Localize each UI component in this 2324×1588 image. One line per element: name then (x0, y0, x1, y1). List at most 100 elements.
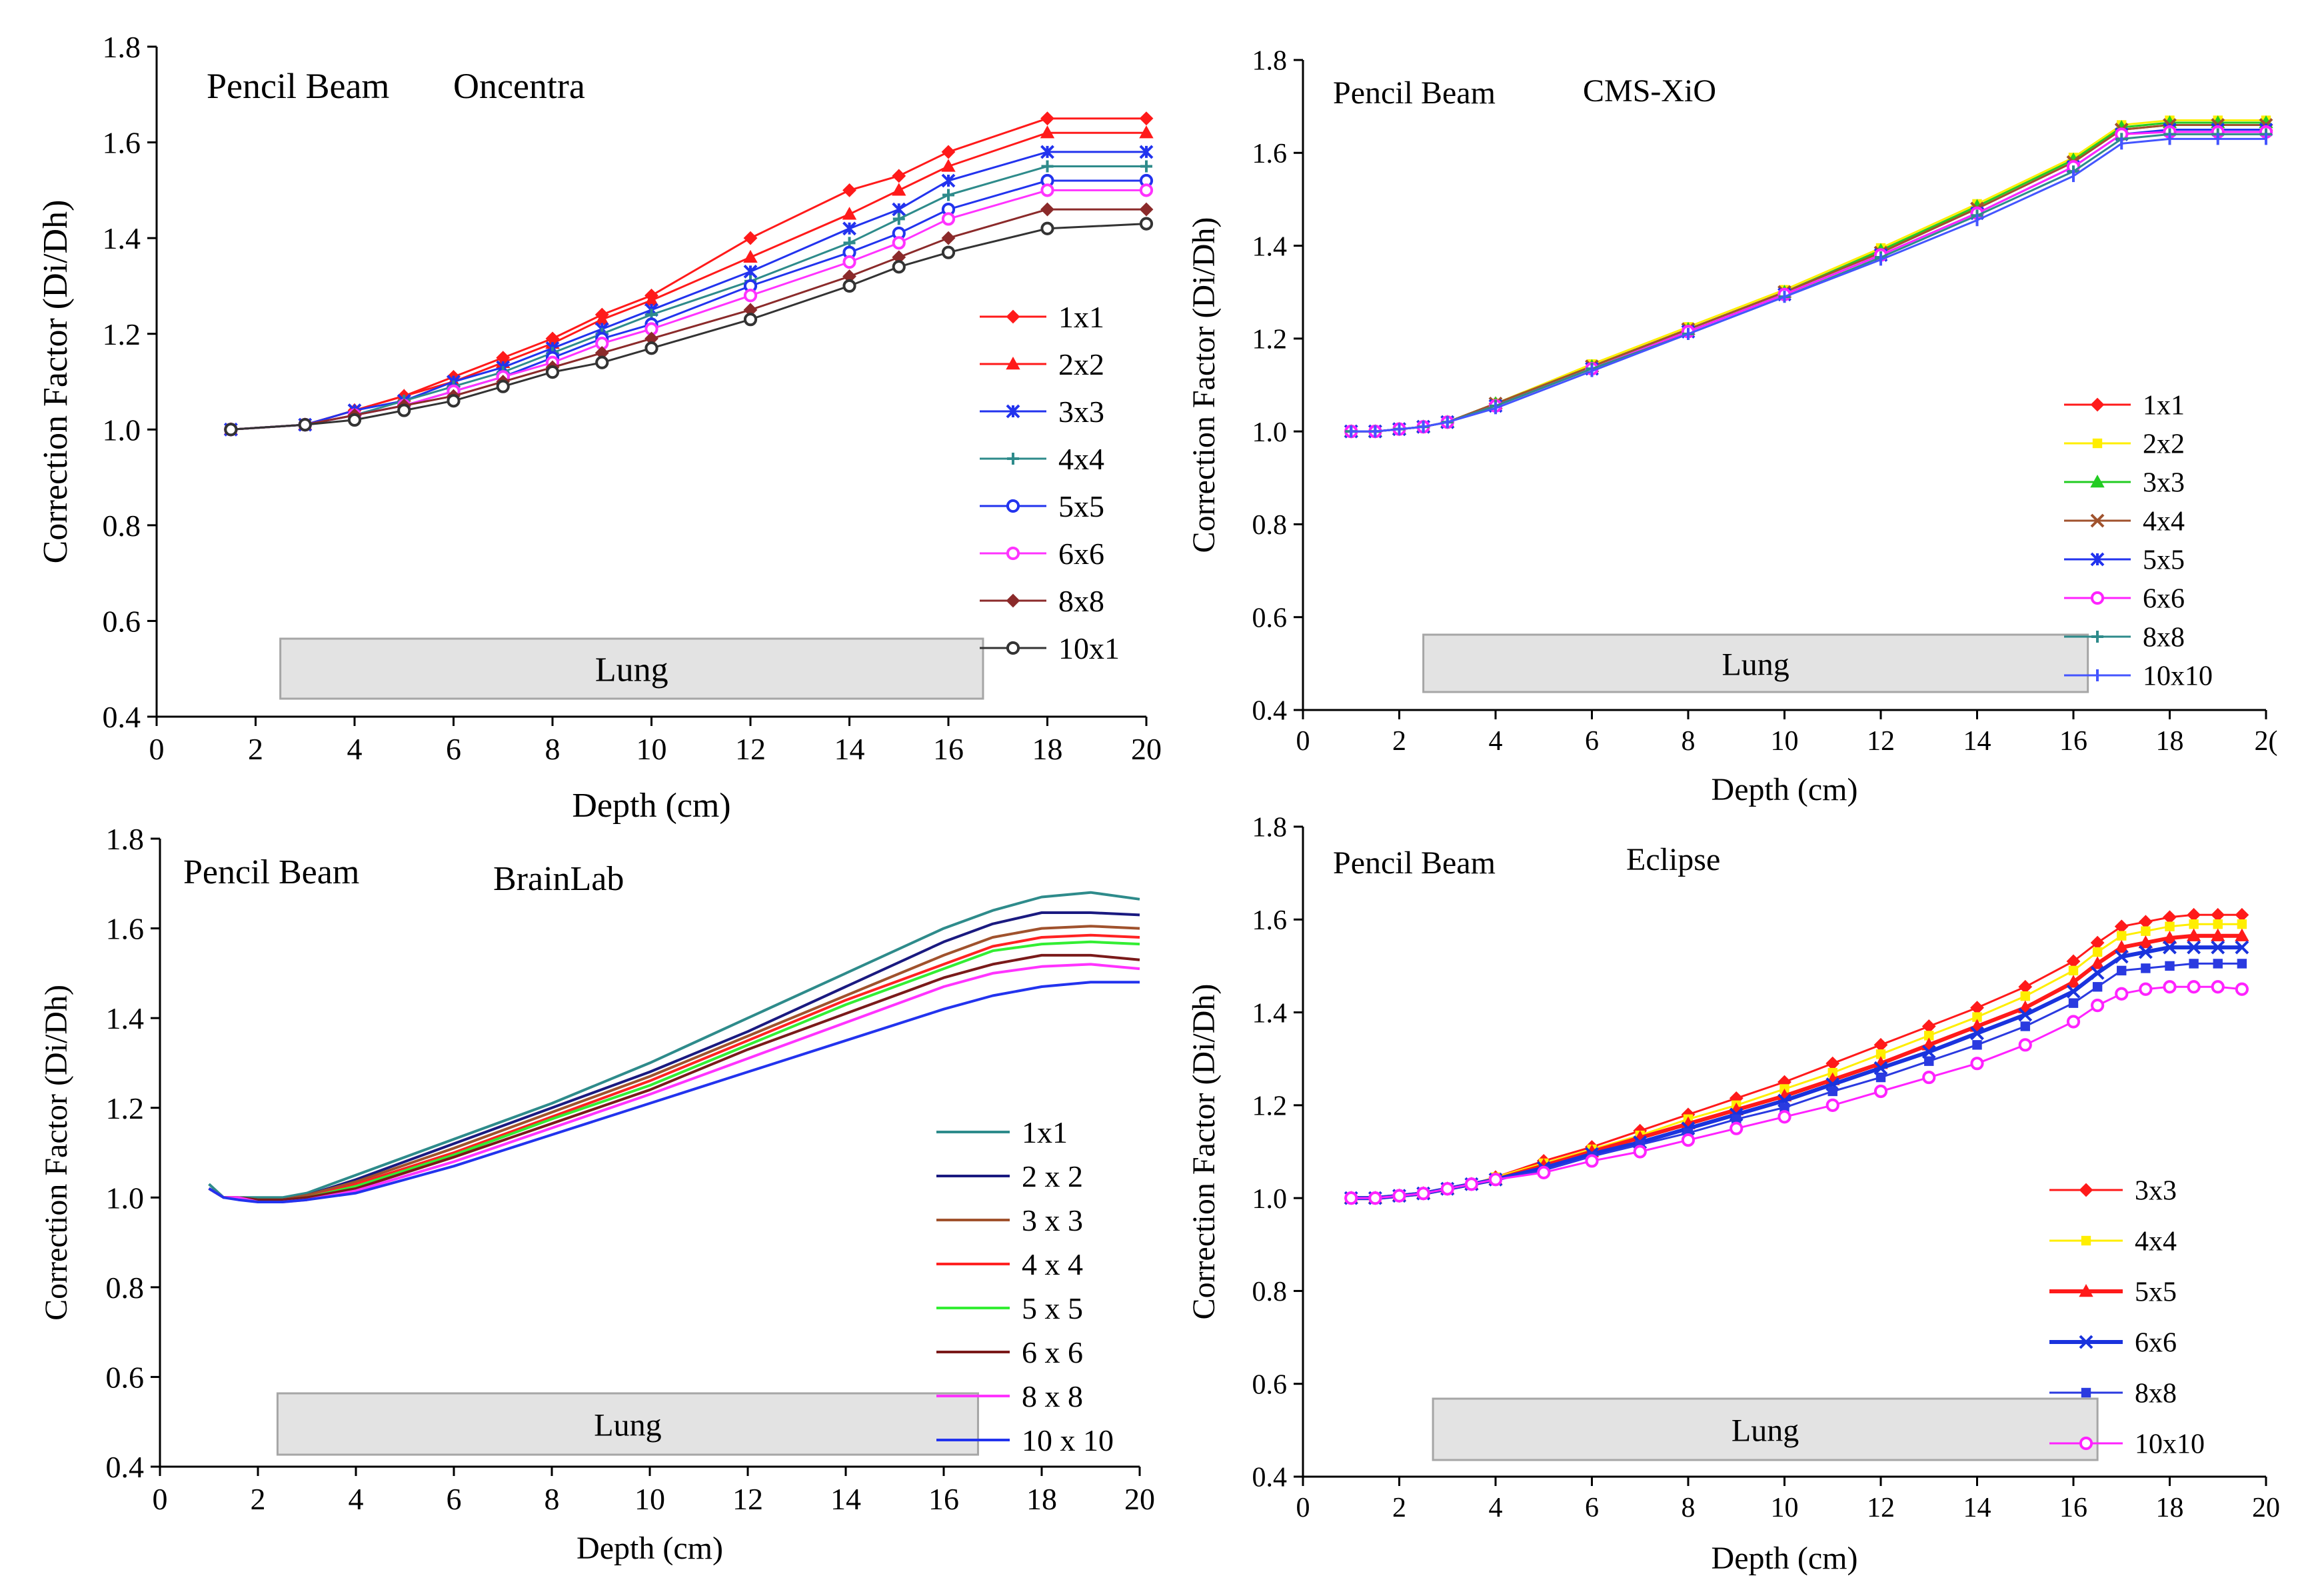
legend-label: 3x3 (1058, 395, 1104, 429)
chart-title: Pencil Beam (207, 66, 389, 106)
chart-subtitle: Eclipse (1626, 842, 1720, 877)
series-line (1351, 129, 2266, 433)
legend-marker (1006, 309, 1020, 324)
legend-label: 10x10 (2143, 661, 2213, 692)
x-tick-label: 6 (447, 1482, 462, 1516)
data-point (496, 379, 510, 393)
x-tick-label: 18 (1026, 1482, 1057, 1516)
legend-entry: 8x8 (980, 584, 1104, 618)
data-point (1344, 1191, 1358, 1205)
data-point (644, 341, 658, 355)
legend-marker (2079, 1335, 2093, 1349)
data-point (1873, 1037, 1888, 1052)
data-point (1777, 1110, 1791, 1124)
data-point (2211, 907, 2225, 922)
legend-label: 6x6 (1058, 537, 1104, 571)
legend-entry: 3x3 (980, 395, 1104, 429)
legend-label: 6 x 6 (1022, 1335, 1083, 1369)
legend-label: 10x10 (2135, 1429, 2205, 1460)
data-point (2068, 998, 2079, 1008)
y-tick-label: 0.6 (106, 1361, 145, 1395)
data-point (1825, 1098, 1839, 1112)
data-point (2066, 1015, 2081, 1029)
legend-entry: 4 x 4 (936, 1247, 1083, 1281)
y-tick-label: 1.6 (106, 912, 145, 946)
data-point (743, 289, 758, 303)
x-tick-label: 2( (2255, 726, 2278, 757)
series-2x2 (208, 911, 1140, 1201)
data-point (2165, 961, 2175, 971)
data-point (1873, 1061, 1888, 1075)
data-point (2187, 907, 2201, 922)
chart-title: Pencil Beam (1333, 75, 1496, 111)
y-tick-label: 1.8 (106, 822, 145, 856)
y-axis-label: Correction Factor (Di/Dh) (37, 200, 75, 564)
legend-label: 2 x 2 (1022, 1159, 1083, 1193)
x-tick-label: 4 (1489, 726, 1503, 757)
data-point (298, 418, 312, 432)
data-point (1140, 160, 1152, 173)
series-1x1 (208, 891, 1140, 1199)
chart-title: Pencil Beam (183, 853, 359, 891)
legend-entry: 4x4 (980, 442, 1104, 476)
x-tick-label: 6 (446, 732, 461, 766)
data-point (1585, 1154, 1599, 1168)
y-tick-label: 1.6 (1252, 139, 1288, 169)
data-point (1681, 1133, 1696, 1147)
y-axis-label: Correction Factor (Di/Dh) (39, 985, 74, 1321)
series-line (1351, 121, 2266, 433)
data-point (2018, 1038, 2032, 1052)
data-point (842, 183, 856, 197)
x-tick-label: 14 (830, 1482, 861, 1516)
x-tick-label: 2 (251, 1482, 266, 1516)
y-tick-label: 1.4 (103, 221, 141, 255)
data-point (1139, 217, 1154, 231)
data-point (2138, 945, 2153, 959)
data-point (2213, 959, 2223, 969)
legend-label: 3x3 (2135, 1176, 2177, 1207)
legend-entry: 2x2 (2064, 429, 2185, 460)
legend-entry: 4x4 (2049, 1227, 2177, 1257)
y-tick-label: 0.8 (103, 509, 141, 543)
data-point (2114, 940, 2129, 953)
data-point (941, 231, 956, 245)
x-axis-label: Depth (cm) (1712, 772, 1858, 807)
data-point (743, 313, 758, 327)
x-tick-label: 10 (1771, 1493, 1799, 1523)
data-point (224, 423, 238, 437)
data-point (2018, 1007, 2033, 1022)
x-tick-label: 6 (1585, 1493, 1599, 1523)
series-5x5 (1344, 123, 2273, 439)
legend-entry: 10 x 10 (936, 1423, 1114, 1457)
series-3x3 (1344, 115, 2273, 437)
x-tick-label: 20 (1124, 1482, 1155, 1516)
y-tick-label: 1.2 (103, 317, 141, 351)
legend-marker (1006, 641, 1020, 655)
lung-region-box (279, 637, 984, 700)
y-tick-label: 1.8 (1252, 813, 1288, 843)
x-tick-label: 12 (735, 732, 766, 766)
legend-entry: 6x6 (2064, 584, 2185, 615)
x-tick-label: 16 (933, 732, 964, 766)
data-point (2068, 965, 2079, 976)
legend-marker (2079, 1283, 2093, 1297)
data-point (743, 249, 758, 263)
data-point (2235, 907, 2249, 922)
data-point (941, 159, 956, 172)
data-point (2141, 963, 2151, 973)
legend-marker (1006, 546, 1020, 561)
data-point (1040, 202, 1054, 217)
data-point (1924, 1056, 1934, 1066)
chart-title: Pencil Beam (1333, 845, 1496, 881)
data-point (842, 279, 856, 293)
y-tick-label: 0.4 (103, 700, 141, 734)
chart-panel-brainlab: 0.4 0.6 0.8 1.0 1.2 1.4 1.6 1.8 0 2 4 6 8 10 12 14 16 18 2… (39, 822, 1155, 1566)
data-point (2066, 975, 2081, 988)
legend-marker (2090, 474, 2105, 488)
data-point (1040, 221, 1054, 235)
data-point (1392, 1189, 1406, 1203)
x-tick-label: 0 (153, 1482, 168, 1516)
series-line (231, 151, 1146, 431)
legend-label: 1x1 (1058, 300, 1104, 334)
